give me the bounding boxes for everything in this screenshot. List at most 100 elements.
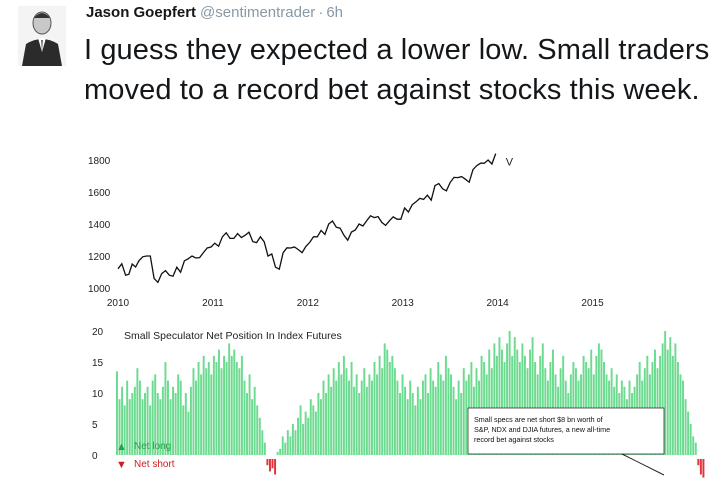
bar-net-long [138, 380, 141, 455]
bar-net-long [659, 355, 662, 455]
bar-net-long [661, 343, 664, 455]
bar-net-long [501, 349, 503, 455]
person-avatar-icon [18, 6, 66, 66]
bar-net-long [146, 386, 149, 455]
bar-net-long [432, 380, 435, 455]
bar-net-long [342, 355, 345, 455]
bar-net-long [516, 349, 519, 455]
bar-net-long [330, 386, 333, 455]
author-handle[interactable]: @sentimentrader [200, 4, 316, 21]
line-y-tick-label: 1000 [88, 284, 111, 295]
bar-net-long [243, 380, 246, 455]
bar-net-long [597, 343, 600, 455]
bar-net-long [388, 362, 391, 455]
bar-net-long [439, 374, 442, 455]
bar-net-long [393, 368, 396, 455]
bar-net-long [304, 411, 307, 455]
bar-net-long [133, 386, 136, 455]
bar-net-long [511, 355, 514, 455]
bar-net-long [386, 349, 389, 455]
bar-net-long [151, 380, 154, 455]
bar-net-long [200, 374, 203, 455]
bar-net-long [169, 399, 172, 455]
bar-net-long [230, 355, 233, 455]
bar-net-long [411, 393, 414, 455]
line-y-tick-label: 1800 [88, 156, 111, 167]
line-y-tick-label: 1600 [88, 188, 111, 199]
bar-net-long [427, 393, 430, 455]
bar-net-long [353, 386, 356, 455]
bar-net-long [164, 362, 167, 455]
bar-net-long [513, 337, 516, 455]
bar-net-long [480, 355, 483, 455]
annotation-pointer [621, 453, 665, 476]
bar-net-long [215, 362, 218, 455]
bar-net-long [154, 374, 157, 455]
bar-net-long [314, 411, 317, 455]
bar-net-long [345, 368, 348, 455]
annotation-text-line: Small specs are net short $8 bn worth of [474, 415, 603, 424]
bar-net-long [495, 355, 498, 455]
bar-net-long [355, 374, 358, 455]
bar-net-long [279, 448, 282, 455]
bar-net-long [378, 355, 381, 455]
bar-net-long [447, 368, 450, 455]
bar-y-tick-label: 15 [92, 358, 104, 369]
bar-net-long [167, 380, 169, 455]
bar-net-long [365, 386, 368, 455]
bar-net-long [197, 362, 200, 455]
bar-net-long [421, 380, 424, 455]
bar-net-long [676, 362, 679, 455]
bar-net-long [360, 380, 363, 455]
bar-net-long [373, 362, 376, 455]
bar-net-long [493, 343, 496, 455]
bar-net-long [674, 343, 677, 455]
bar-net-long [238, 368, 241, 455]
bar-net-long [337, 362, 340, 455]
bar-net-long [434, 386, 437, 455]
bar-net-long [240, 355, 243, 455]
bar-y-tick-label: 10 [92, 389, 104, 400]
bar-net-short [697, 459, 700, 466]
line-series-path [117, 153, 497, 284]
bar-net-long [508, 331, 511, 455]
bar-net-long [406, 399, 409, 455]
bar-net-long [223, 355, 226, 455]
bar-net-long [654, 349, 656, 455]
bar-net-long [121, 386, 124, 455]
bar-net-long [281, 436, 284, 455]
bar-net-long [332, 368, 335, 455]
bar-net-long [258, 417, 261, 455]
bar-net-long [539, 355, 542, 455]
bar-net-long [562, 355, 565, 455]
bar-net-long [297, 417, 299, 455]
bar-y-tick-label: 20 [92, 327, 104, 338]
tweet-header: Jason Goepfert @sentimentrader · 6h [86, 4, 343, 21]
bar-net-long [521, 343, 524, 455]
bar-net-long [187, 411, 190, 455]
bar-net-long [118, 399, 121, 455]
line-x-tick-label: 2012 [297, 298, 320, 309]
bar-net-long [531, 337, 534, 455]
bar-net-long [455, 399, 458, 455]
bar-chart-title: Small Speculator Net Position In Index F… [124, 330, 342, 342]
bar-net-long [523, 355, 526, 455]
bar-net-long [172, 386, 175, 455]
bar-net-long [253, 386, 256, 455]
bar-net-long [460, 393, 463, 455]
bar-net-short [268, 459, 271, 472]
bar-net-long [368, 374, 371, 455]
bar-net-long [184, 393, 187, 455]
bar-net-long [149, 405, 152, 455]
author-name[interactable]: Jason Goepfert [86, 4, 197, 21]
bar-net-long [182, 405, 185, 455]
legend-net-short-label: Net short [134, 459, 175, 470]
bar-net-short [271, 459, 274, 469]
bar-net-long [370, 380, 373, 455]
bar-net-long [256, 405, 259, 455]
author-avatar[interactable] [18, 6, 66, 66]
tweet-timestamp[interactable]: 6h [326, 4, 343, 21]
line-end-marker: V [506, 157, 514, 169]
bar-net-long [126, 380, 129, 455]
